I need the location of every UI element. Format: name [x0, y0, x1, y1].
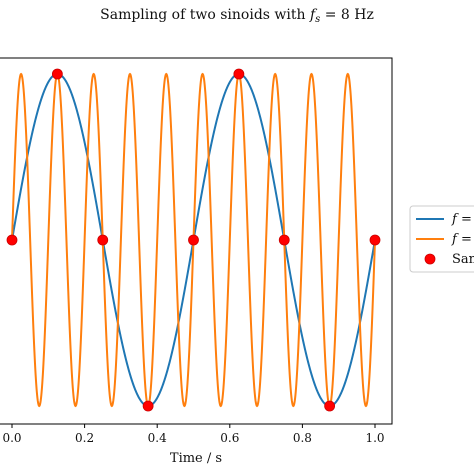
legend-label-1: f = [451, 212, 472, 227]
x-axis-label: Time / s [170, 451, 222, 466]
chart-title: Sampling of two sinoids with fs = 8 Hz [100, 7, 374, 25]
sample-point [97, 234, 109, 246]
plot-area [0, 57, 393, 425]
legend: f = f = Sam [409, 205, 474, 273]
x-tick-label: 0.0 [2, 431, 21, 445]
sample-point [188, 234, 199, 246]
x-tick-label: 0.4 [148, 431, 167, 445]
legend-label-2: f = [451, 232, 472, 247]
x-tick-label: 0.8 [293, 431, 312, 445]
sample-point [324, 400, 336, 412]
legend-label-samples: Sam [452, 252, 474, 267]
sample-point [278, 234, 290, 246]
x-tick-label: 1.0 [365, 431, 384, 445]
sample-point [51, 68, 63, 80]
legend-swatch-samples [424, 253, 436, 265]
x-tick-label: 0.6 [220, 431, 239, 445]
sample-point [142, 400, 154, 412]
sample-point [233, 68, 245, 80]
x-tick-label: 0.2 [75, 431, 94, 445]
sample-point [369, 234, 381, 246]
sample-point [6, 234, 18, 246]
x-axis-ticks: 0.0 0.2 0.4 0.6 0.8 1.0 [2, 424, 385, 445]
